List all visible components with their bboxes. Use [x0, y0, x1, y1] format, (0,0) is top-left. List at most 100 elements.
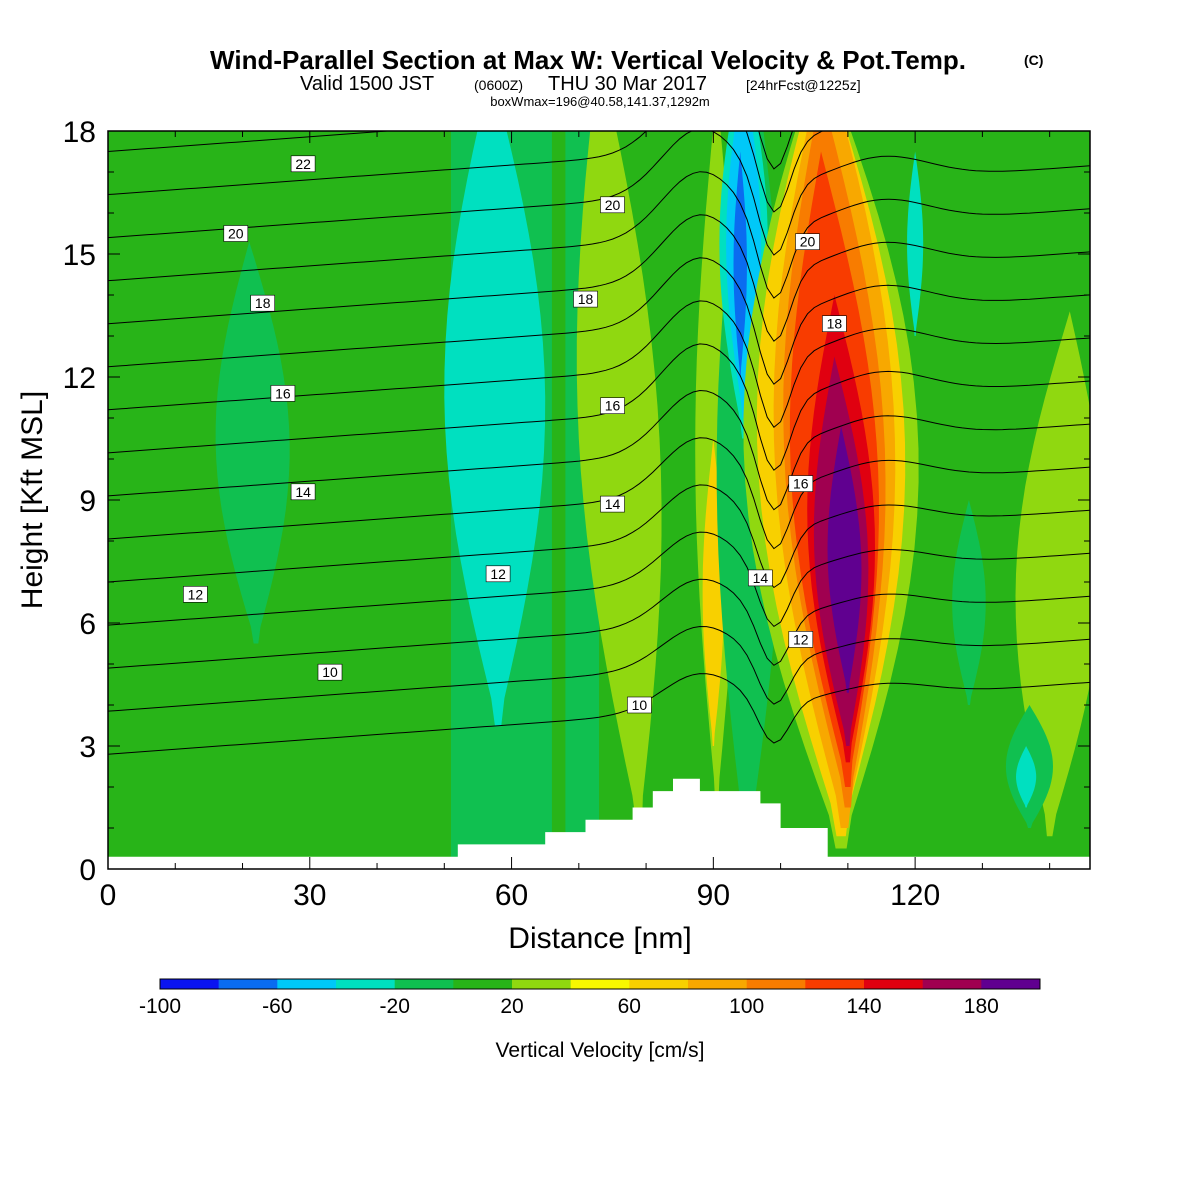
contour-label-box [600, 196, 625, 214]
contour-label-text: 20 [800, 234, 816, 250]
contour-label-box [600, 397, 625, 415]
velocity-region [845, 500, 857, 623]
theta-contour [108, 673, 1090, 755]
colorbar: -100 -60 -20 20 60 100 140 180 [139, 978, 1041, 1018]
colorbar-swatch [688, 979, 747, 989]
contour-label: 10 [627, 696, 652, 714]
contour-label: 10 [317, 663, 343, 681]
colorbar-swatch [512, 979, 571, 989]
contour-label: 12 [485, 565, 511, 583]
colorbar-swatch [277, 979, 337, 989]
theta-contour [108, 343, 1090, 471]
theta-contour [108, 531, 1090, 628]
theta-contour [108, 625, 1090, 712]
contour-label-layer: 22 20 18 16 14 12 10 12 20 18 16 14 10 20 18 16 14 12 [183, 155, 847, 714]
contour-label-box [788, 631, 814, 648]
theta-contour [108, 578, 1090, 669]
colorbar-frame [159, 978, 1041, 990]
contour-label-text: 14 [605, 496, 621, 512]
x-tick-label: 0 [100, 879, 117, 912]
x-tick-label: 60 [495, 879, 528, 912]
contour-label: 14 [600, 495, 625, 513]
colorbar-swatch [336, 979, 395, 989]
contour-label-text: 14 [295, 484, 311, 500]
contour-label: 14 [290, 483, 316, 501]
y-tick-label: 12 [63, 362, 96, 395]
contour-label: 20 [795, 233, 820, 250]
theta-contour [108, 437, 1090, 550]
contour-label-box [748, 569, 773, 587]
contour-label: 20 [223, 225, 249, 242]
contour-label-text: 10 [322, 664, 338, 680]
colorbar-tick-label: 180 [964, 995, 999, 1018]
box-wmax-line: boxWmax=196@40.58,141.37,1292m [490, 94, 710, 109]
theta-contour [108, 131, 1090, 256]
contour-label-text: 16 [793, 476, 809, 492]
contour-label-box [822, 315, 847, 333]
contour-label-box [270, 385, 296, 402]
contour-label-box [223, 225, 249, 242]
colorbar-tick-label: -100 [139, 995, 181, 1018]
x-tick-label: 120 [890, 879, 940, 912]
contour-label-box [290, 155, 316, 173]
contour-label-box [485, 565, 511, 583]
colorbar-swatch [570, 979, 630, 989]
theta-contour [108, 484, 1090, 589]
velocity-region [1016, 746, 1037, 808]
contour-label-box [795, 233, 820, 250]
contour-label: 18 [250, 294, 276, 312]
colorbar-swatch [160, 979, 219, 989]
terrain [108, 778, 1090, 869]
contour-label-box [600, 495, 625, 513]
contour-label-text: 12 [188, 586, 204, 602]
colorbar-tick-label: 20 [500, 995, 523, 1018]
contour-label-text: 10 [632, 697, 648, 713]
contour-label-text: 16 [275, 385, 291, 401]
contour-label: 22 [290, 155, 316, 173]
contour-label-text: 12 [490, 566, 506, 582]
velocity-fill-layer [215, 131, 1090, 857]
colorbar-swatch [629, 979, 689, 989]
valid-forecast: [24hrFcst@1225z] [746, 77, 861, 93]
contour-label: 16 [788, 475, 814, 492]
colorbar-swatch [394, 979, 454, 989]
velocity-region [1015, 311, 1090, 837]
y-tick-label: 18 [63, 116, 96, 149]
velocity-region [444, 131, 546, 726]
contour-label-text: 12 [793, 631, 809, 647]
colorbar-tick-label: 60 [618, 995, 641, 1018]
x-tick-label: 90 [697, 879, 730, 912]
colorbar-tick-label: 140 [846, 995, 881, 1018]
contour-label: 14 [748, 569, 773, 587]
axis-ticks [107, 130, 1090, 870]
y-axis: 0 3 6 9 12 15 18 [63, 116, 96, 887]
velocity-region [576, 131, 662, 828]
y-axis-label: Height [Kft MSL] [16, 391, 49, 609]
plot-area: 22 20 18 16 14 12 10 12 20 18 16 14 10 20 18 16 14 12 [108, 131, 1090, 869]
contour-label: 18 [573, 290, 598, 308]
contour-label: 20 [600, 196, 625, 214]
contour-label: 16 [600, 397, 625, 415]
colorbar-tick-label: -60 [262, 995, 292, 1018]
contour-label-box [183, 585, 208, 603]
contour-label-box [290, 483, 316, 501]
velocity-region [733, 151, 747, 377]
contour-label-box [317, 663, 343, 681]
y-tick-label: 15 [63, 239, 96, 272]
contour-label-text: 18 [827, 316, 843, 332]
contour-label-text: 20 [605, 197, 621, 213]
colorbar-swatch [218, 979, 278, 989]
contour-label-box [788, 475, 814, 492]
theta-contour [108, 131, 824, 213]
colorbar-swatch [922, 979, 982, 989]
y-tick-label: 9 [79, 485, 96, 518]
valid-prefix: Valid 1500 JST [300, 73, 434, 95]
title-mark: (C) [1024, 52, 1043, 68]
contour-label-text: 18 [578, 291, 594, 307]
velocity-region [827, 426, 862, 693]
colorbar-swatch [805, 979, 865, 989]
valid-date: THU 30 Mar 2017 [548, 73, 707, 95]
contour-label-box [627, 696, 652, 714]
valid-zulu: (0600Z) [474, 77, 523, 93]
